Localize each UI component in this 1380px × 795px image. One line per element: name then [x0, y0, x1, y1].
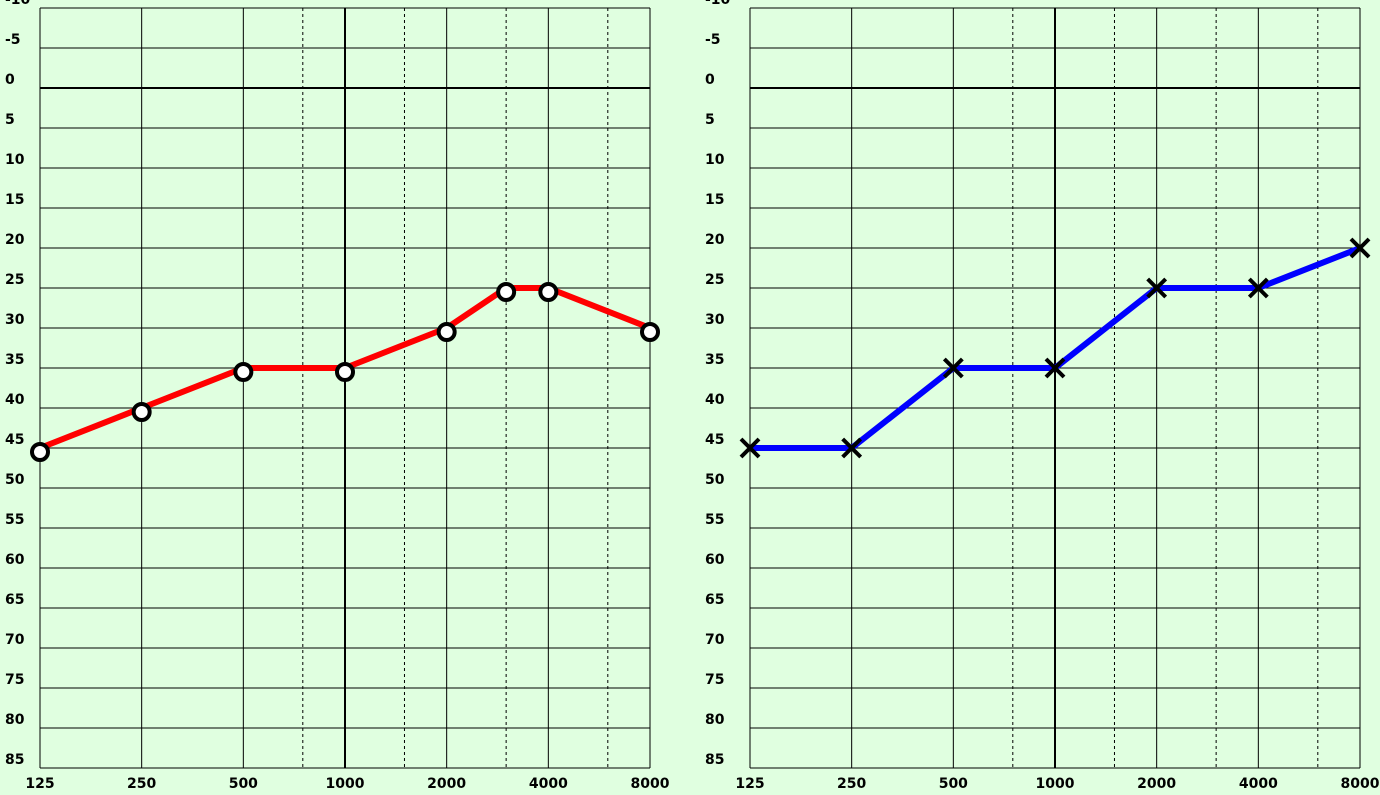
y-tick-label: -10 [705, 0, 731, 8]
x-tick-label: 500 [939, 776, 968, 792]
y-tick-label: 30 [5, 312, 25, 328]
y-tick-label: 60 [5, 552, 25, 568]
marker-circle [640, 322, 660, 342]
y-tick-label: 25 [5, 272, 24, 288]
y-tick-label: 75 [5, 672, 24, 688]
y-tick-label: 40 [705, 392, 725, 408]
y-tick-label: 70 [5, 632, 25, 648]
y-tick-label: 70 [705, 632, 725, 648]
marker-circle [131, 402, 152, 422]
x-tick-label: 4000 [1239, 776, 1278, 792]
marker-x [942, 357, 964, 379]
y-tick-label: 65 [5, 592, 24, 608]
marker-x [1349, 237, 1371, 259]
y-tick-label: 25 [705, 272, 724, 288]
x-tick-label: 500 [229, 776, 258, 792]
marker-x [1044, 357, 1066, 379]
x-tick-label: 8000 [1341, 776, 1380, 792]
y-tick-label: 35 [705, 352, 724, 368]
y-tick-label: 65 [705, 592, 724, 608]
y-tick-label: 45 [705, 432, 724, 448]
y-tick-label: 10 [705, 152, 725, 168]
y-tick-label: 15 [5, 192, 24, 208]
marker-circle [335, 362, 355, 382]
x-tick-label: 4000 [529, 776, 568, 792]
y-tick-label: 60 [705, 552, 725, 568]
y-tick-label: 40 [5, 392, 25, 408]
x-tick-label: 1000 [1036, 776, 1075, 792]
y-tick-label: 55 [5, 512, 24, 528]
marker-x [841, 437, 863, 459]
x-tick-label: 8000 [631, 776, 670, 792]
x-tick-label: 125 [25, 776, 54, 792]
marker-circle [436, 322, 457, 342]
y-tick-label: 5 [705, 112, 715, 128]
marker-circle [30, 442, 50, 462]
marker-circle [496, 282, 517, 302]
y-tick-label: 55 [705, 512, 724, 528]
y-tick-label: -5 [705, 32, 721, 48]
marker-x [1146, 277, 1168, 299]
y-tick-label: 20 [5, 232, 25, 248]
y-tick-label: 45 [5, 432, 24, 448]
y-tick-label: 30 [705, 312, 725, 328]
x-tick-label: 250 [837, 776, 866, 792]
y-tick-label: 35 [5, 352, 24, 368]
y-tick-label: 80 [705, 712, 725, 728]
y-tick-label: -5 [5, 32, 21, 48]
y-tick-label: 85 [5, 752, 24, 768]
y-tick-label: 15 [705, 192, 724, 208]
y-tick-label: 50 [705, 472, 725, 488]
y-tick-label: 0 [705, 72, 715, 88]
x-tick-label: 1000 [326, 776, 365, 792]
x-tick-label: 125 [735, 776, 764, 792]
x-tick-label: 2000 [1137, 776, 1176, 792]
marker-x [739, 437, 761, 459]
y-tick-label: 20 [705, 232, 725, 248]
y-tick-label: 75 [705, 672, 724, 688]
y-tick-label: 50 [5, 472, 25, 488]
y-tick-label: 85 [705, 752, 724, 768]
x-tick-label: 250 [127, 776, 156, 792]
y-tick-label: -10 [5, 0, 31, 8]
marker-circle [233, 362, 254, 382]
y-tick-label: 10 [5, 152, 25, 168]
y-tick-label: 80 [5, 712, 25, 728]
x-tick-label: 2000 [427, 776, 466, 792]
y-tick-label: 5 [5, 112, 15, 128]
y-tick-label: 0 [5, 72, 15, 88]
marker-circle [538, 282, 559, 302]
marker-x [1247, 277, 1269, 299]
